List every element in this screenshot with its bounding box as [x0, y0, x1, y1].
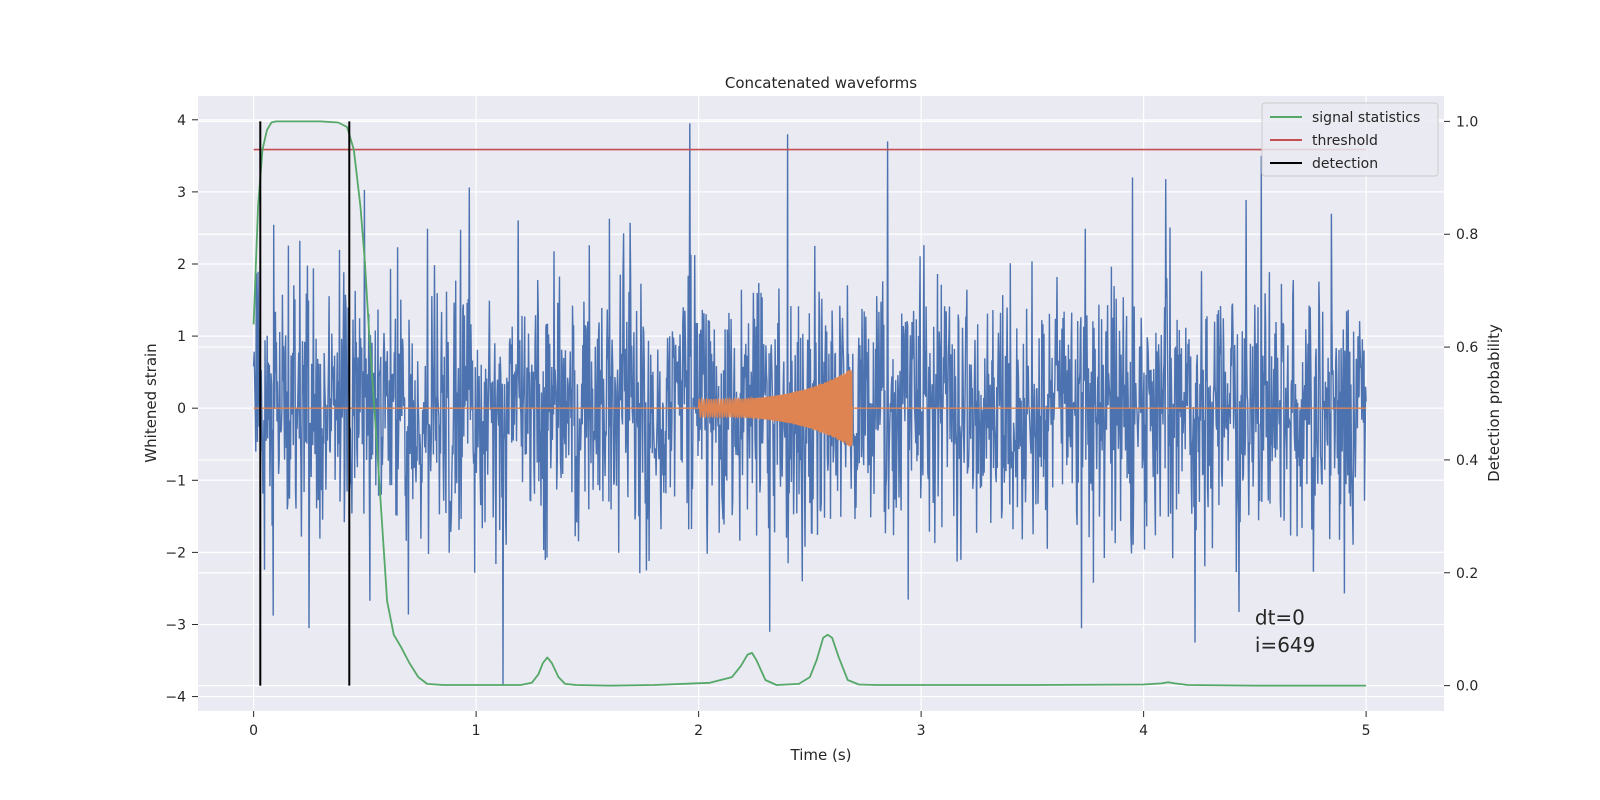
x-tick-label: 0 — [249, 723, 258, 739]
y2-tick-label: 0.0 — [1456, 679, 1478, 695]
y2-tick-label: 0.4 — [1456, 453, 1478, 469]
y-tick-label: 4 — [177, 113, 186, 129]
annotation-i: i=649 — [1255, 633, 1316, 657]
y-axis-label: Whitened strain — [142, 343, 160, 462]
x-tick-label: 3 — [917, 723, 926, 739]
y-tick-label: 1 — [177, 329, 186, 345]
legend: signal statistics threshold detection — [1262, 103, 1438, 176]
legend-label-threshold: threshold — [1312, 133, 1378, 149]
y-tick-label: 3 — [177, 185, 186, 201]
x-tick-label: 1 — [472, 723, 481, 739]
y-tick-label: 0 — [177, 401, 186, 417]
y-tick-label: −4 — [165, 690, 186, 706]
y-tick-label: −3 — [165, 617, 186, 633]
y-tick-label: −1 — [165, 473, 186, 489]
y2-axis-label: Detection probability — [1485, 324, 1503, 482]
y2-tick-label: 0.8 — [1456, 227, 1478, 243]
y2-tick-label: 0.6 — [1456, 340, 1478, 356]
x-tick-label: 4 — [1139, 723, 1148, 739]
x-tick-label: 2 — [694, 723, 703, 739]
y2-tick-label: 1.0 — [1456, 114, 1478, 130]
x-axis-label: Time (s) — [790, 746, 852, 764]
y2-axis-ticks: 0.0 0.2 0.4 0.6 0.8 1.0 — [1444, 114, 1478, 694]
legend-label-detection: detection — [1312, 156, 1378, 172]
chart-title: Concatenated waveforms — [725, 74, 917, 92]
y2-tick-label: 0.2 — [1456, 566, 1478, 582]
legend-label-signal-statistics: signal statistics — [1312, 110, 1420, 126]
x-axis-ticks: 0 1 2 3 4 5 — [249, 711, 1370, 739]
y-tick-label: 2 — [177, 257, 186, 273]
y-tick-label: −2 — [165, 545, 186, 561]
annotation-dt: dt=0 — [1255, 605, 1305, 629]
y-axis-ticks: −4 −3 −2 −1 0 1 2 3 4 — [165, 113, 198, 706]
x-tick-label: 5 — [1362, 723, 1371, 739]
